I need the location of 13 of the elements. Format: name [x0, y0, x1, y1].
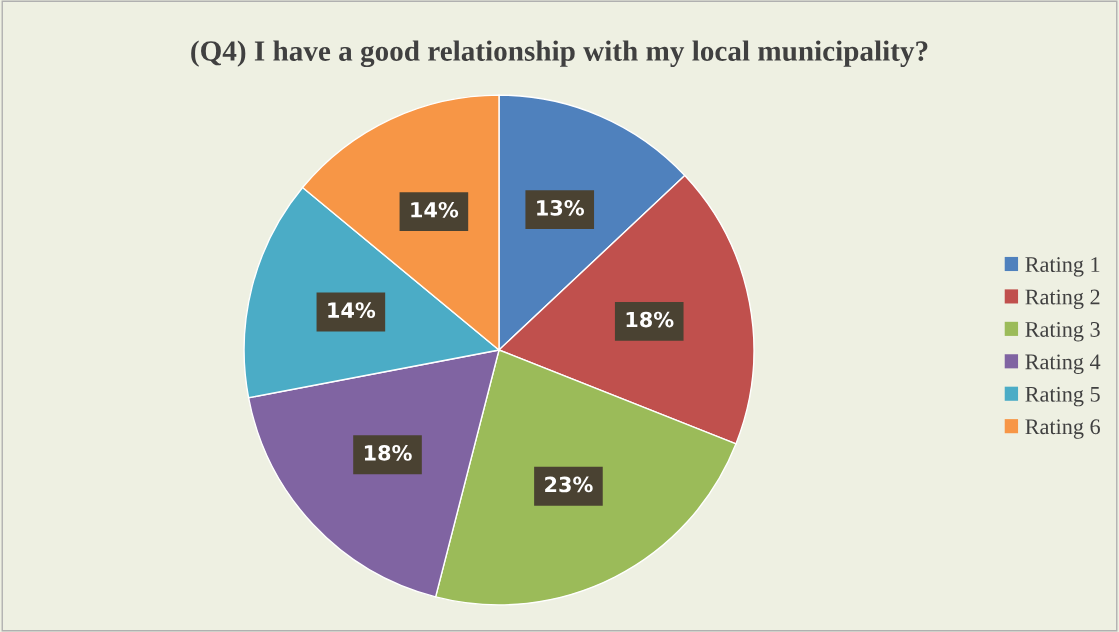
data-label: 18%	[626, 311, 674, 328]
legend-label: Rating 3	[1025, 321, 1100, 342]
data-label: 14%	[411, 201, 459, 218]
legend-label: Rating 1	[1025, 257, 1100, 277]
legend-label: Rating 4	[1025, 354, 1101, 374]
data-label: 18%	[364, 444, 412, 461]
data-label: 13%	[537, 199, 585, 216]
legend-label: Rating 6	[1025, 419, 1100, 439]
data-label: 23%	[545, 476, 593, 493]
chart-title: (Q4) I have a good relationship with my local municipality?	[191, 40, 928, 68]
data-label: 14%	[328, 302, 376, 319]
legend-label: Rating 2	[1025, 289, 1100, 310]
legend-label: Rating 5	[1025, 386, 1100, 407]
